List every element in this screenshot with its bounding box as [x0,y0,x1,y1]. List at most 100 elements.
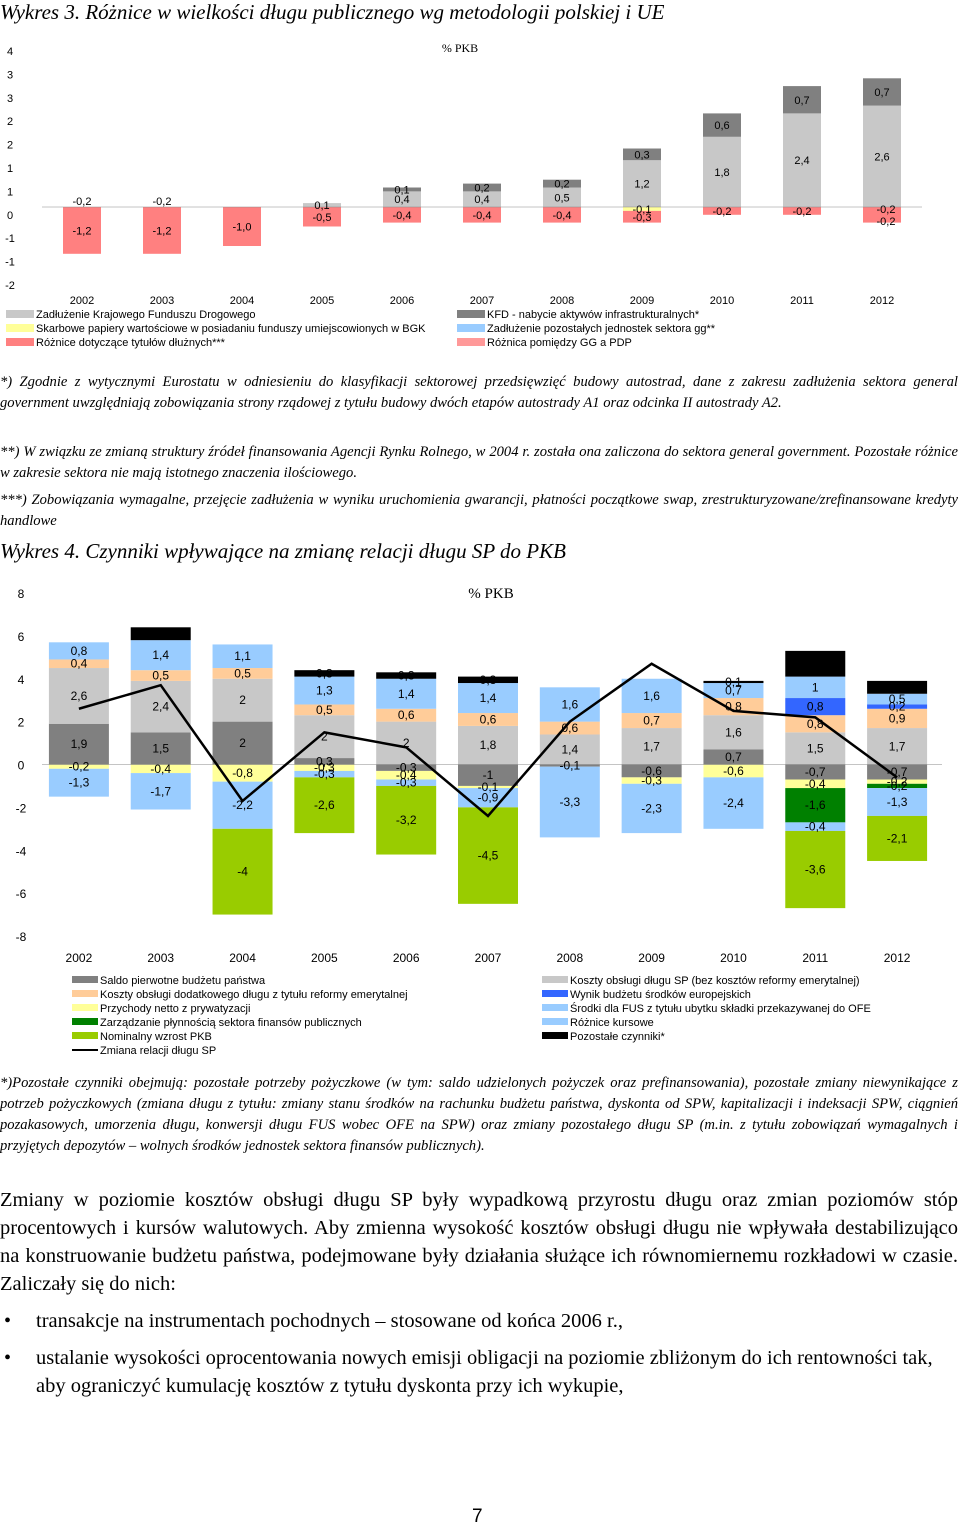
chart3-xtick-label: 2004 [230,295,254,307]
chart3-xtick-label: 2005 [310,295,334,307]
chart4-bar-segment [294,770,355,778]
chart3-note-2: **) W związku ze zmianą struktury źródeł… [0,444,958,481]
chart4-legend-swatch [72,1032,98,1039]
chart4-data-label: -0,3 [314,767,335,781]
chart3-bar-segment [463,183,501,192]
chart4-bar-segment [294,758,355,765]
chart3-note-3: ***) Zobowiązania wymagalne, przejęcie z… [0,492,958,529]
chart3-data-label: -0,4 [473,210,492,222]
chart4-data-label: -0,8 [232,766,253,780]
chart3-bar-segment [863,105,901,207]
chart4-legend-swatch [72,976,98,983]
chart4-xtick-label: 2007 [475,951,502,965]
bullet-1-text: transakcje na instrumentach pochodnych –… [36,1310,623,1332]
chart4-data-label: 0,8 [807,717,824,731]
chart4-legend-swatch [542,1004,568,1011]
chart3-note-1: *) Zgodnie z wytycznymi Eurostatu w odni… [0,374,958,411]
chart4-data-label: 0,3 [316,754,333,768]
chart4-bar-segment [294,704,355,716]
chart4-bar-segment [130,670,191,681]
chart3-data-label: -0,2 [877,216,896,228]
chart4-data-label: 1 [812,680,819,694]
chart4-ytick-label: -4 [16,844,27,858]
chart4-ytick-label: 4 [18,673,25,687]
chart3-xtick-label: 2009 [630,295,654,307]
chart4-legend-swatch [72,990,98,997]
chart3-bar-segment [383,187,421,192]
chart4-data-label: -3,6 [805,863,826,877]
chart3-data-label: -0,5 [313,212,332,224]
chart3-data-label: -0,2 [877,204,896,216]
chart4-bar-segment [294,764,355,771]
chart3-bar-segment [623,160,661,207]
chart4-data-label: 1,1 [234,649,251,663]
chart3-ytick-label: -1 [5,257,15,269]
chart4-unit-label: % PKB [468,586,513,602]
chart4-bar-segment [376,672,437,679]
chart3-bar-segment [223,207,261,246]
chart4-bar-segment [212,781,273,829]
chart4-bar-segment [867,788,928,816]
chart4-data-label: 1,7 [643,739,660,753]
chart4-series-line [78,662,898,818]
chart3-unit-label: % PKB [442,41,478,55]
chart4-data-label: 0,5 [889,692,906,706]
chart4-data-label: 0,6 [398,708,415,722]
chart4-data-label: 1,2 [807,657,824,671]
chart4-bar-segment [539,766,600,838]
chart4-bar-segment [621,783,682,834]
chart4-data-label: 0,9 [889,711,906,725]
chart4-bar-segment [867,815,928,861]
chart3-data-label: -0,2 [73,196,92,208]
chart4-data-label: 1,4 [561,742,578,756]
chart3-data-label: -0,1 [633,204,652,216]
chart4-note: *)Pozostałe czynniki obejmują: pozostałe… [0,1075,958,1154]
chart4-bar-segment [458,807,518,904]
chart4-data-label: -2,3 [641,801,662,815]
chart4-data-label: 1,5 [807,741,824,755]
chart3-legend-swatch [6,324,34,332]
chart3-data-label: -0,2 [153,196,172,208]
chart4-bar-segment [294,777,355,834]
chart4-data-label: -0,2 [887,779,908,793]
chart3-bar-segment [543,187,581,207]
chart4-bar-segment [212,764,273,782]
chart4-bar-segment [539,764,600,767]
chart4-data-label: -3,2 [396,813,417,827]
chart4-bar-segment [48,764,109,769]
chart4-xtick-label: 2009 [638,951,665,965]
chart4-bar-segment [130,732,191,765]
chart3-xtick-label: 2006 [390,295,414,307]
chart4-bar-segment [703,683,764,699]
chart3-data-label: -0,2 [793,206,812,218]
chart4-data-label: -0,1 [478,780,499,794]
chart4-data-label: 0,5 [234,666,251,680]
chart3-legend-label: Zadłużenie Krajowego Funduszu Drogowego [36,309,256,321]
chart3-legend-label: KFD - nabycie aktywów infrastrukturalnyc… [487,309,700,321]
chart4-data-label: 2 [239,693,246,707]
chart3-ytick-label: 1 [7,163,13,175]
chart4-data-label: 0,6 [561,721,578,735]
chart4-data-label: 0,5 [152,669,169,683]
chart4-bar-segment [703,777,764,829]
chart4-xtick-label: 2004 [229,951,256,965]
chart4-bar-segment [376,785,437,855]
chart4-data-label: -0,3 [314,761,335,775]
chart4-data-label: 0,5 [316,703,333,717]
chart4-bar-segment [621,764,682,778]
chart3-legend-swatch [457,310,485,318]
chart4-title: Wykres 4. Czynniki wpływające na zmianę … [0,539,566,563]
chart4-legend-swatch [542,990,568,997]
chart4-data-label: 1,4 [152,648,169,662]
chart4-data-label: 1,5 [152,741,169,755]
chart3-data-label: 0,5 [554,192,569,204]
chart4-bar-segment [212,721,273,765]
chart4-data-label: -0,6 [723,764,744,778]
bullet-1-symbol: • [4,1310,12,1332]
chart3-bar-segment [463,191,501,207]
chart4-data-label: 0,7 [725,684,742,698]
chart3-bar-segment [143,207,181,254]
chart3-data-label: 2,4 [794,155,809,167]
chart4-data-label: 1,6 [561,697,578,711]
chart3-data-label: 0,1 [314,200,329,212]
